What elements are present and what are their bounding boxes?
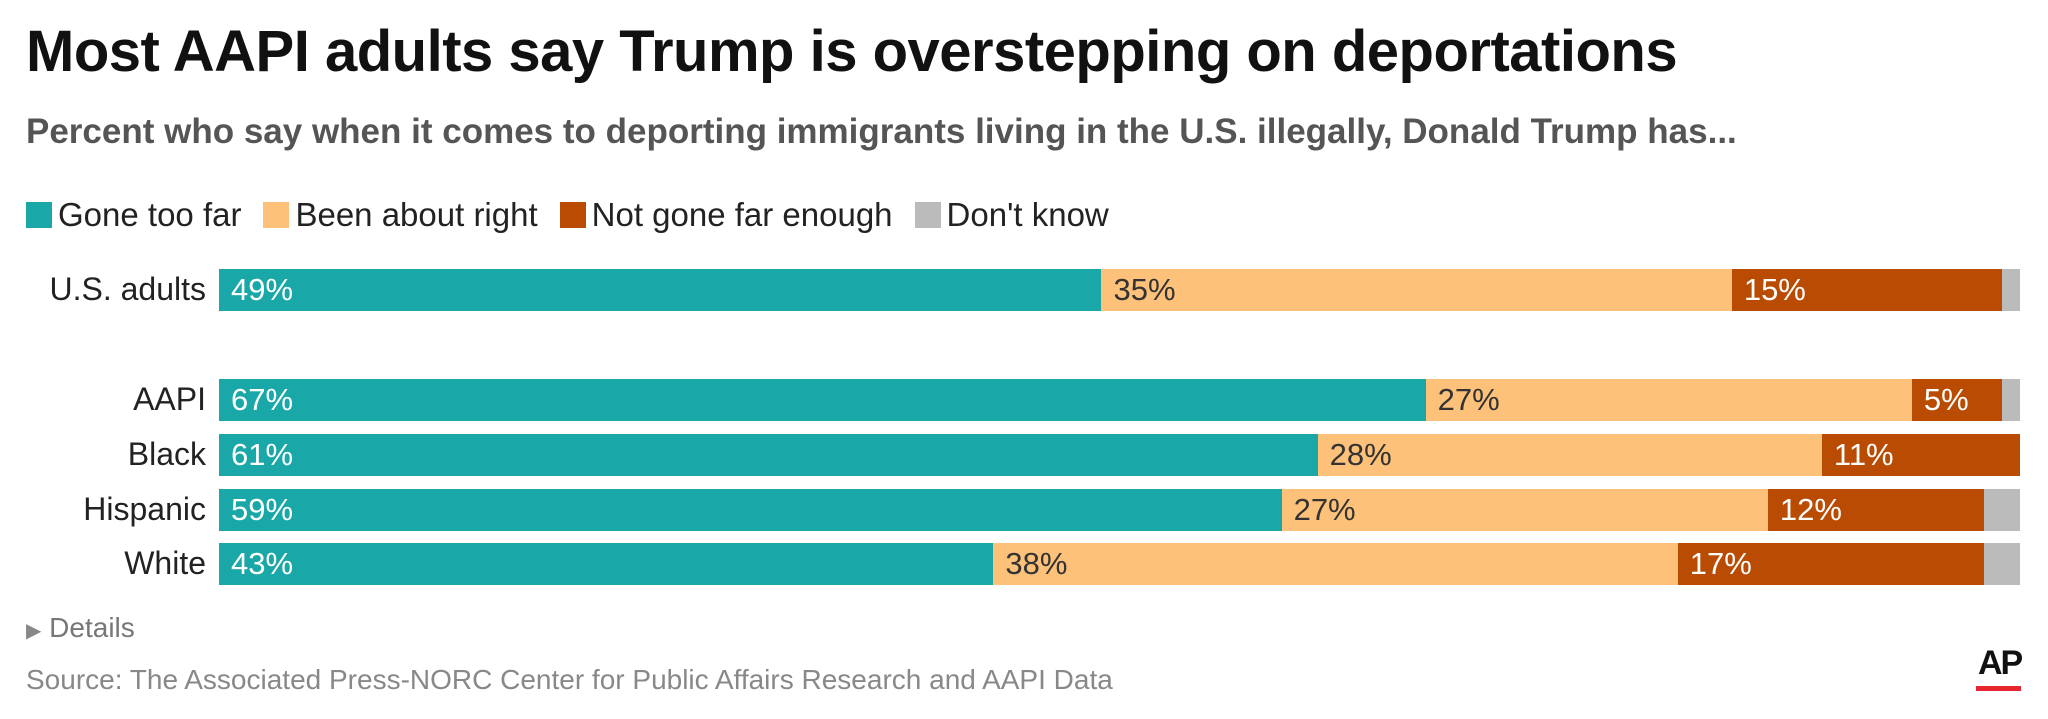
bar-row: 67% 27% 5% bbox=[219, 379, 2020, 421]
data-label: 59% bbox=[231, 492, 294, 527]
category-label: Hispanic bbox=[83, 491, 206, 527]
ap-logo-underline bbox=[1976, 686, 2021, 691]
bar-segment: 15% bbox=[1731, 269, 2002, 311]
legend-item: Don't know bbox=[914, 196, 1109, 234]
bar-segment: 67% bbox=[219, 379, 1426, 421]
details-toggle[interactable]: ▶ Details bbox=[26, 612, 135, 644]
data-label: 11% bbox=[1833, 437, 1894, 472]
bar-segment bbox=[2001, 269, 2020, 311]
bar-segment: 28% bbox=[1317, 434, 1822, 476]
bar-row: 49% 35% 15% bbox=[219, 269, 2020, 311]
source-note: Source: The Associated Press-NORC Center… bbox=[26, 664, 1113, 695]
legend-label: Been about right bbox=[295, 196, 538, 233]
bar-segment: 38% bbox=[993, 543, 1678, 585]
data-label: 28% bbox=[1329, 437, 1392, 472]
legend-swatch bbox=[263, 202, 290, 228]
data-label: 67% bbox=[231, 382, 294, 417]
bar-row: 43% 38% 17% bbox=[219, 543, 2020, 585]
legend: Gone too far Been about right Not gone far… bbox=[26, 196, 1109, 234]
category-label: Black bbox=[127, 436, 206, 472]
triangle-right-icon: ▶ bbox=[26, 620, 42, 642]
category-label: U.S. adults bbox=[49, 271, 206, 307]
data-label: 12% bbox=[1779, 492, 1842, 527]
legend-item: Been about right bbox=[263, 196, 538, 234]
data-label: 35% bbox=[1113, 272, 1176, 307]
legend-label: Gone too far bbox=[58, 196, 242, 233]
bar-segment bbox=[2001, 379, 2020, 421]
chart-title: Most AAPI adults say Trump is oversteppi… bbox=[26, 19, 1678, 84]
legend-label: Not gone far enough bbox=[591, 196, 893, 233]
legend-swatch bbox=[914, 202, 941, 228]
bar-segment: 11% bbox=[1821, 434, 2020, 476]
bar-segment bbox=[1983, 543, 2020, 585]
bar-segment: 59% bbox=[219, 489, 1282, 531]
bar-segment: 35% bbox=[1101, 269, 1732, 311]
bar-row: 59% 27% 12% bbox=[219, 489, 2020, 531]
bar-segment: 12% bbox=[1767, 489, 1984, 531]
data-label: 27% bbox=[1293, 492, 1356, 527]
bar-segment: 17% bbox=[1677, 543, 1984, 585]
data-label: 61% bbox=[231, 437, 294, 472]
data-label: 27% bbox=[1437, 382, 1500, 417]
bar-segment: 27% bbox=[1425, 379, 1912, 421]
chart-subtitle: Percent who say when it comes to deporti… bbox=[26, 112, 1737, 151]
data-label: 17% bbox=[1689, 546, 1752, 581]
bar-segment: 27% bbox=[1281, 489, 1768, 531]
bar-row: 61% 28% 11% bbox=[219, 434, 2020, 476]
details-label: Details bbox=[49, 612, 135, 643]
bar-segment: 5% bbox=[1911, 379, 2002, 421]
category-label: White bbox=[124, 545, 206, 581]
legend-label: Don't know bbox=[946, 196, 1109, 233]
legend-swatch bbox=[26, 202, 52, 228]
data-label: 38% bbox=[1005, 546, 1068, 581]
bar-segment bbox=[1983, 489, 2020, 531]
data-label: 43% bbox=[231, 546, 294, 581]
data-label: 5% bbox=[1923, 382, 1969, 417]
legend-item: Gone too far bbox=[26, 196, 241, 234]
legend-item: Not gone far enough bbox=[559, 196, 893, 234]
legend-swatch bbox=[559, 202, 586, 228]
data-label: 15% bbox=[1743, 272, 1806, 307]
bar-segment: 61% bbox=[219, 434, 1318, 476]
data-label: 49% bbox=[231, 272, 294, 307]
ap-logo: AP bbox=[1978, 644, 2023, 682]
category-label: AAPI bbox=[133, 381, 206, 417]
bar-segment: 43% bbox=[219, 543, 994, 585]
bar-segment: 49% bbox=[219, 269, 1102, 311]
